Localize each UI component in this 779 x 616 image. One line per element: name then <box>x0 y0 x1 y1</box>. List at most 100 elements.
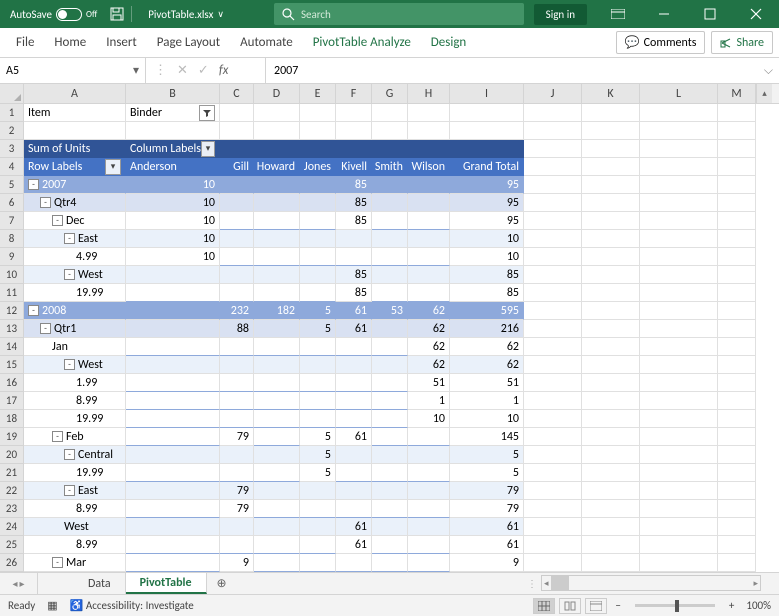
cell[interactable] <box>220 176 254 194</box>
cell[interactable] <box>220 248 254 266</box>
cell[interactable] <box>640 464 718 482</box>
cell[interactable] <box>640 284 718 302</box>
cell[interactable] <box>220 518 254 536</box>
cell[interactable] <box>524 536 582 554</box>
cell[interactable]: Gill <box>220 158 254 176</box>
cell[interactable] <box>254 536 300 554</box>
cell[interactable] <box>408 104 450 122</box>
horizontal-scrollbar[interactable]: ◂▸ <box>541 575 761 591</box>
cell[interactable] <box>220 284 254 302</box>
row-header[interactable]: 17 <box>0 392 24 410</box>
cell[interactable]: 4.99 <box>24 248 126 266</box>
cell[interactable] <box>372 374 408 392</box>
column-header-B[interactable]: B <box>126 84 220 103</box>
cell[interactable]: 79 <box>220 482 254 500</box>
tab-insert[interactable]: Insert <box>96 29 147 56</box>
cell[interactable] <box>524 518 582 536</box>
cell[interactable] <box>582 410 640 428</box>
cell[interactable]: 10 <box>408 410 450 428</box>
ribbon-display-icon[interactable] <box>595 0 641 28</box>
row-header[interactable]: 10 <box>0 266 24 284</box>
cell[interactable]: 1 <box>450 392 524 410</box>
cell[interactable] <box>408 518 450 536</box>
row-header[interactable]: 19 <box>0 428 24 446</box>
cell[interactable]: Smith <box>372 158 408 176</box>
cell[interactable] <box>336 482 372 500</box>
cell[interactable]: 5 <box>450 464 524 482</box>
cell[interactable] <box>524 212 582 230</box>
cell[interactable] <box>220 122 254 140</box>
row-header[interactable]: 13 <box>0 320 24 338</box>
cell[interactable] <box>524 374 582 392</box>
cell[interactable] <box>220 446 254 464</box>
cell[interactable] <box>718 500 756 518</box>
cell[interactable]: 85 <box>336 194 372 212</box>
expand-collapse-icon[interactable]: - <box>40 323 51 334</box>
cell[interactable] <box>300 248 336 266</box>
cell[interactable] <box>372 284 408 302</box>
cell[interactable] <box>524 464 582 482</box>
cell[interactable] <box>300 230 336 248</box>
cell[interactable]: 10 <box>450 248 524 266</box>
signin-button[interactable]: Sign in <box>534 4 587 25</box>
cell[interactable]: 51 <box>450 374 524 392</box>
cell[interactable]: 85 <box>336 176 372 194</box>
cell[interactable] <box>220 392 254 410</box>
cell[interactable]: 8.99 <box>24 392 126 410</box>
cell[interactable] <box>640 428 718 446</box>
cell[interactable]: Howard <box>254 158 300 176</box>
cell[interactable] <box>640 356 718 374</box>
cell[interactable] <box>126 464 220 482</box>
expand-collapse-icon[interactable]: - <box>52 431 63 442</box>
cell[interactable] <box>254 248 300 266</box>
cell[interactable] <box>220 410 254 428</box>
cell[interactable] <box>718 284 756 302</box>
cell[interactable] <box>372 104 408 122</box>
cell[interactable] <box>582 194 640 212</box>
cell[interactable]: -2007 <box>24 176 126 194</box>
cell[interactable] <box>254 266 300 284</box>
cell[interactable] <box>300 284 336 302</box>
cell[interactable]: 79 <box>450 500 524 518</box>
cell[interactable]: 61 <box>336 518 372 536</box>
column-header-F[interactable]: F <box>336 84 372 103</box>
cell[interactable] <box>300 356 336 374</box>
cell[interactable] <box>408 122 450 140</box>
row-header[interactable]: 21 <box>0 464 24 482</box>
row-header[interactable]: 4 <box>0 158 24 176</box>
cell[interactable] <box>524 410 582 428</box>
cell[interactable]: 1 <box>408 392 450 410</box>
select-all-corner[interactable] <box>0 84 24 103</box>
cell[interactable] <box>408 284 450 302</box>
cell[interactable] <box>126 482 220 500</box>
row-header[interactable]: 23 <box>0 500 24 518</box>
expand-collapse-icon[interactable]: - <box>28 305 39 316</box>
cell[interactable] <box>372 554 408 572</box>
expand-collapse-icon[interactable]: - <box>28 179 39 190</box>
cell[interactable] <box>640 554 718 572</box>
cell[interactable] <box>640 302 718 320</box>
cell[interactable]: Binder <box>126 104 220 122</box>
cell[interactable]: 8.99 <box>24 536 126 554</box>
cell[interactable] <box>718 176 756 194</box>
cell[interactable] <box>718 410 756 428</box>
cell[interactable]: 5 <box>300 302 336 320</box>
cell[interactable]: Jones <box>300 158 336 176</box>
cell[interactable] <box>718 266 756 284</box>
formula-input[interactable]: 2007 <box>266 64 758 78</box>
cell[interactable]: 62 <box>408 320 450 338</box>
cell[interactable]: 19.99 <box>24 410 126 428</box>
cell[interactable] <box>372 140 408 158</box>
expand-collapse-icon[interactable]: - <box>52 215 63 226</box>
cell[interactable]: 232 <box>220 302 254 320</box>
cell[interactable]: -Qtr1 <box>24 320 126 338</box>
cell[interactable] <box>220 212 254 230</box>
cell[interactable] <box>372 500 408 518</box>
cell[interactable]: 9 <box>220 554 254 572</box>
column-header-D[interactable]: D <box>254 84 300 103</box>
cell[interactable] <box>408 230 450 248</box>
cell[interactable] <box>640 194 718 212</box>
cell[interactable] <box>254 356 300 374</box>
column-header-L[interactable]: L <box>640 84 718 103</box>
cell[interactable] <box>126 446 220 464</box>
